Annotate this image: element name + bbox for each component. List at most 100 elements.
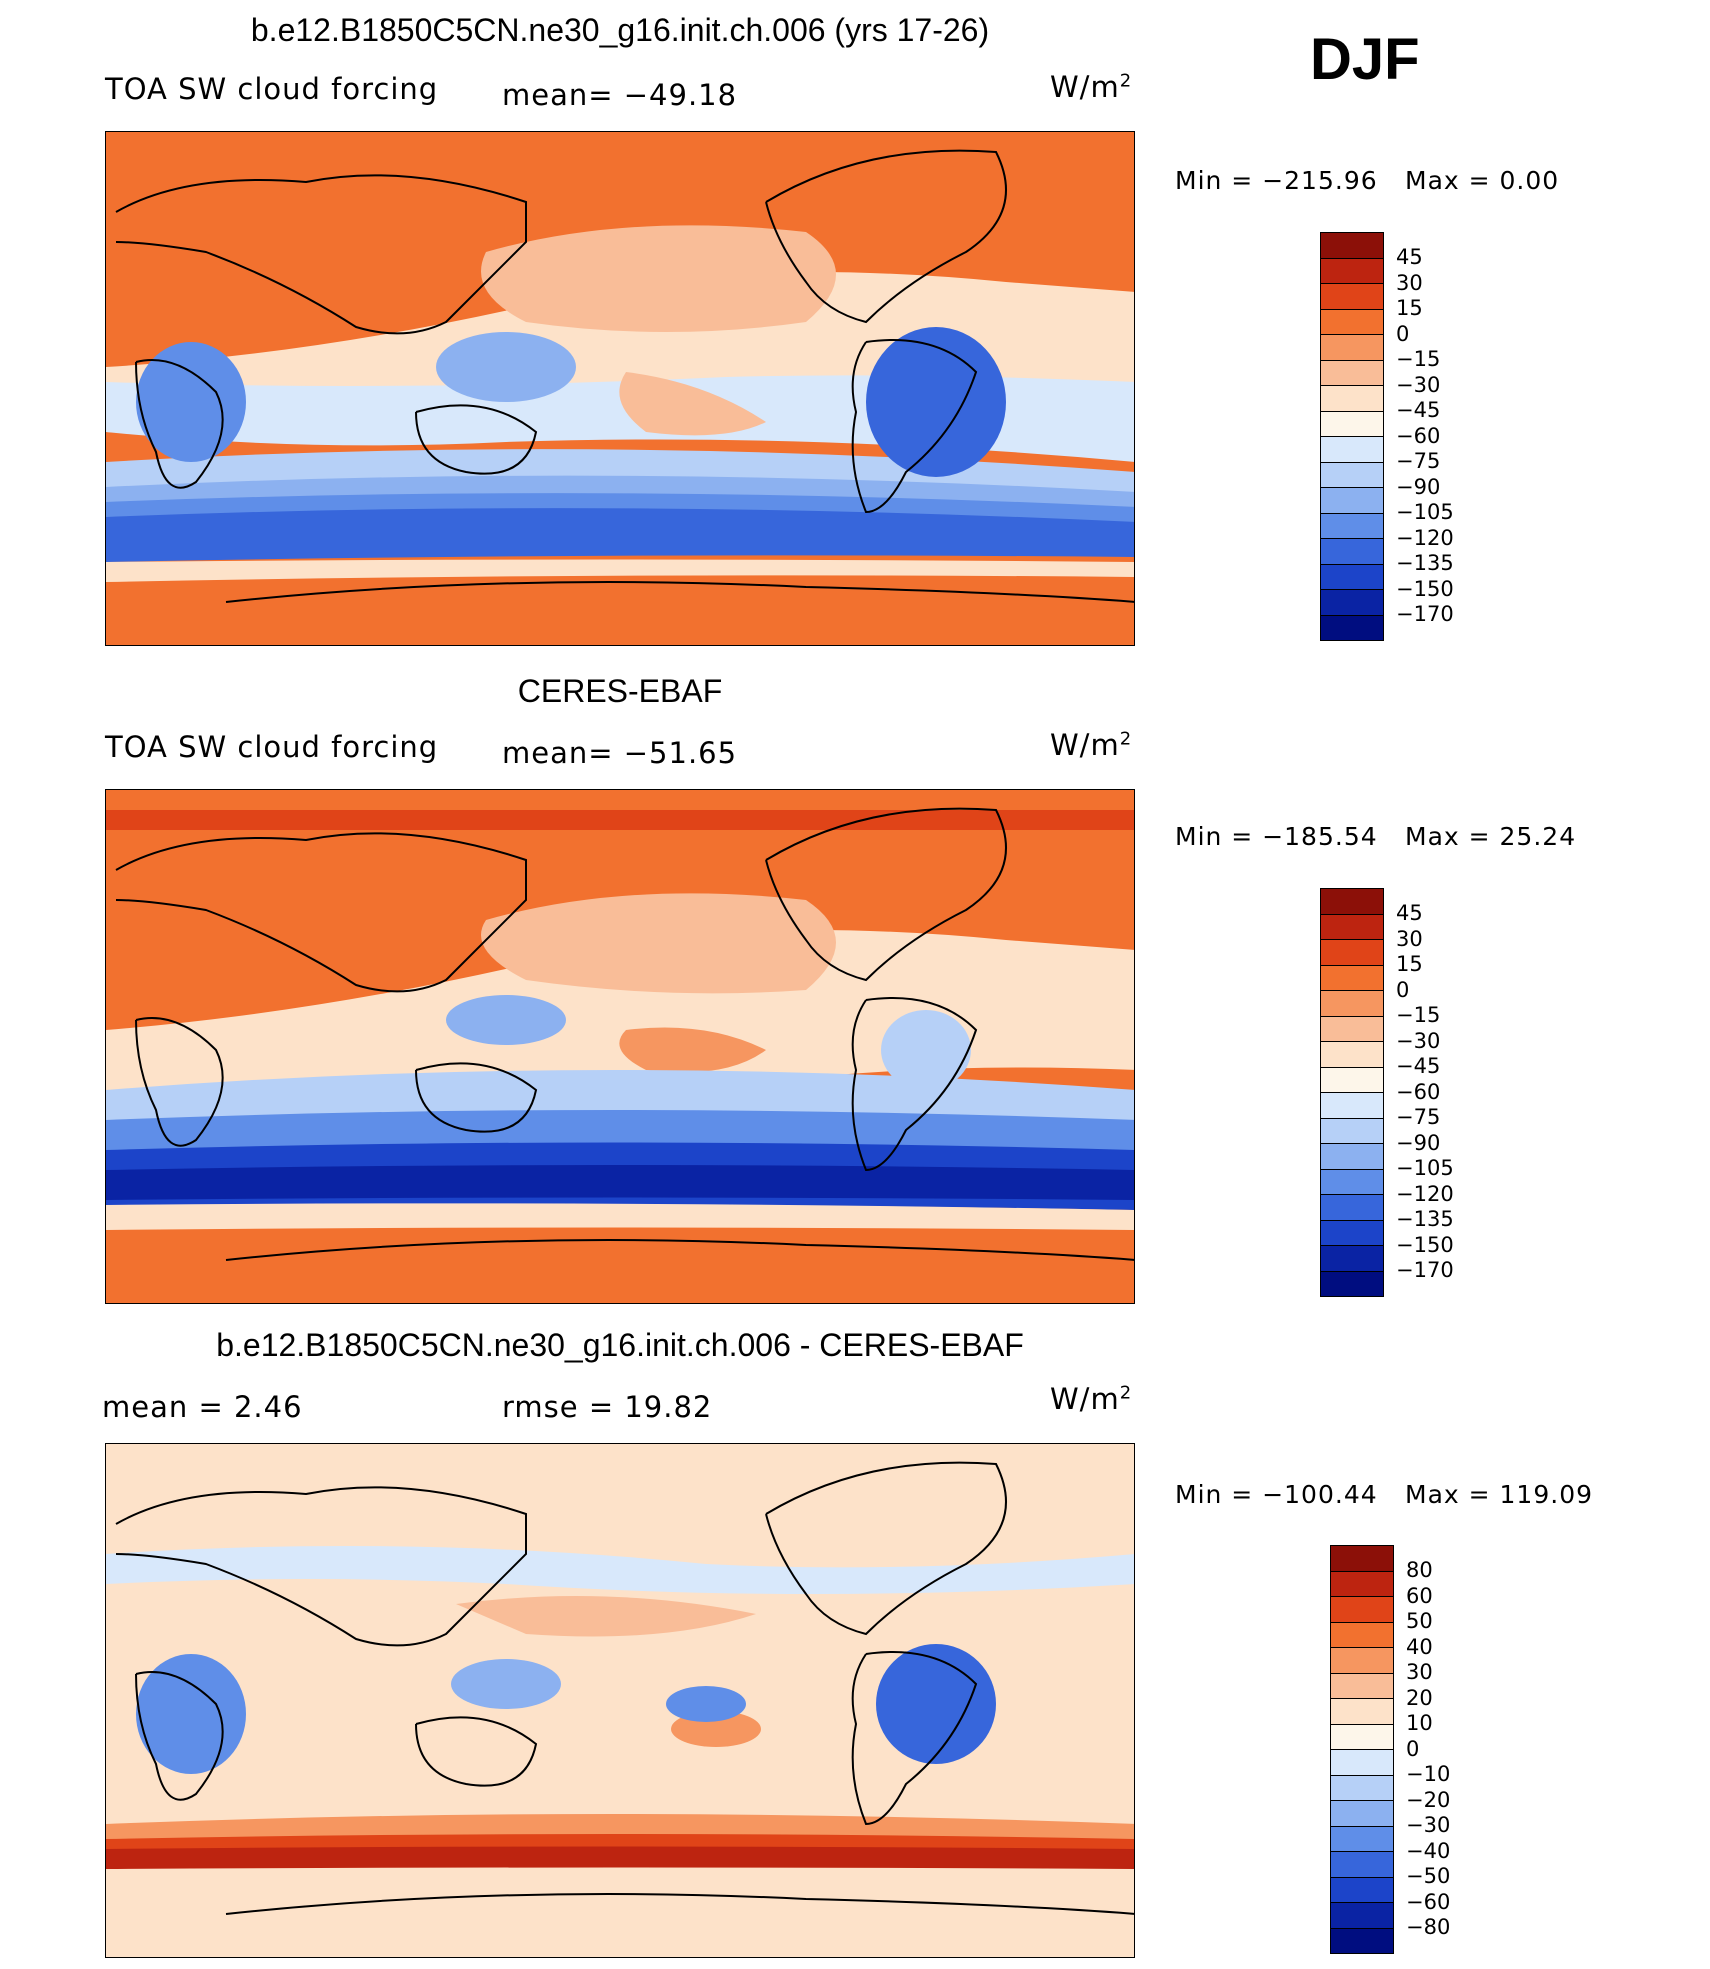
colorbar-swatch [1320,308,1384,335]
colorbar-swatch [1320,939,1384,965]
colorbar-swatch [1330,1647,1394,1673]
panel-3-unit-text: W/m [1050,1382,1120,1416]
colorbar-tick-label: −90 [1396,474,1441,499]
colorbar-swatch [1320,538,1384,564]
pacific-warm-patch [456,1596,756,1637]
colorbar-tick-label: −135 [1396,1207,1454,1231]
colorbar-tick-label: −170 [1396,602,1454,626]
panel-3-map-svg [106,1444,1134,1957]
maritime-continent-convection [446,995,566,1045]
colorbar-swatch [1320,1168,1384,1195]
colorbar-tick-label: −60 [1396,1079,1441,1104]
colorbar-tick-label: −75 [1396,449,1441,473]
south-america-convection [881,1010,971,1090]
colorbar-tick-label: 45 [1396,245,1423,269]
colorbar-tick-label: −120 [1396,1181,1454,1206]
panel-3-max-label: Max = 119.09 [1405,1480,1594,1509]
colorbar-swatch [1330,1927,1394,1954]
tropical-band [106,930,1134,1100]
colorbar-tick-label: 30 [1396,926,1423,951]
colorbar-swatch [1320,1015,1384,1042]
colorbar-swatch [1330,1902,1394,1928]
antarctic-edge [106,559,1134,582]
panel-1-min-label: Min = −215.96 [1175,166,1378,195]
colorbar-swatch [1330,1545,1394,1571]
colorbar-tick-label: 0 [1406,1736,1420,1761]
colorbar-tick-label: −10 [1406,1762,1451,1786]
colorbar-swatch [1320,589,1384,615]
colorbar-tick-label: −75 [1396,1105,1441,1129]
colorbar-swatch [1320,964,1384,991]
colorbar-tick-label: −15 [1396,347,1441,371]
colorbar-tick-label: 15 [1396,952,1423,976]
colorbar-swatch [1320,888,1384,914]
colorbar-tick-label: −120 [1396,525,1454,550]
colorbar-tick-label: −90 [1396,1130,1441,1155]
colorbar-tick-label: −20 [1406,1787,1451,1812]
colorbar-tick-label: 50 [1406,1609,1433,1633]
colorbar-tick-label: −150 [1396,576,1454,601]
colorbar-swatch [1330,1723,1394,1750]
colorbar-tick-label: −80 [1406,1915,1451,1939]
panel-1-map [105,131,1135,646]
southern-band-4 [106,508,1134,562]
colorbar-tick-label: −60 [1406,1889,1451,1914]
panel-3-map [105,1443,1135,1958]
colorbar-swatch [1320,436,1384,462]
panel-3-unit-sup: 2 [1119,1382,1133,1404]
colorbar-tick-label: 20 [1406,1685,1433,1710]
colorbar-swatch [1320,1194,1384,1220]
colorbar-tick-label: −150 [1396,1232,1454,1257]
colorbar-tick-label: 45 [1396,901,1423,925]
colorbar-tick-label: −105 [1396,1156,1454,1180]
colorbar-swatch [1320,1066,1384,1093]
colorbar-tick-label: 15 [1396,296,1423,320]
colorbar-tick-label: 80 [1406,1558,1433,1582]
colorbar-swatch [1330,1621,1394,1648]
equatorial-pacific-negative [666,1686,746,1722]
panel-1-mean-label: mean= −49.18 [502,78,738,112]
season-label: DJF [1310,27,1420,92]
colorbar-tick-label: 10 [1406,1711,1433,1735]
colorbar-swatch [1320,1270,1384,1297]
africa-negative [136,1654,246,1774]
panel-2-map-svg [106,790,1134,1303]
colorbar-swatch [1320,1143,1384,1169]
colorbar-swatch [1320,1041,1384,1067]
north-pacific-shade [481,893,836,994]
colorbar-swatch [1320,410,1384,437]
panel-3-unit: W/m2 [1050,1382,1132,1416]
colorbar-swatch [1320,563,1384,590]
southern-positive-band-3 [106,1846,1134,1869]
panel-2-map [105,789,1135,1304]
colorbar-tick-label: 40 [1406,1634,1433,1659]
colorbar-tick-label: −50 [1406,1864,1451,1888]
colorbar-swatch [1320,1092,1384,1118]
panel-2-min-label: Min = −185.54 [1175,822,1378,851]
south-america-negative [876,1644,996,1764]
colorbar-swatch [1330,1698,1394,1724]
panel-2-unit-sup: 2 [1119,728,1133,750]
colorbar-swatch [1330,1876,1394,1903]
panel-3-min-label: Min = −100.44 [1175,1480,1378,1509]
south-america-convection [866,327,1006,477]
colorbar-tick-label: 0 [1396,321,1410,346]
panel-3-title: b.e12.B1850C5CN.ne30_g16.init.ch.006 - C… [216,1327,1024,1363]
colorbar-tick-label: −170 [1396,1258,1454,1282]
panel-1-unit-text: W/m [1050,70,1120,104]
colorbar-swatch [1330,1596,1394,1622]
panel-2-mean-label: mean= −51.65 [502,736,738,770]
panel-1-left-label: TOA SW cloud forcing [105,72,439,106]
colorbar-swatch [1320,385,1384,411]
antarctic-edge [106,1203,1134,1230]
colorbar-tick-label: 0 [1396,977,1410,1002]
panel-2-unit: W/m2 [1050,728,1132,762]
colorbar-swatch [1320,1245,1384,1271]
panel-1-unit: W/m2 [1050,70,1132,104]
southern-band-4 [106,1165,1134,1200]
panel-2-max-label: Max = 25.24 [1405,822,1577,851]
colorbar-swatch [1320,283,1384,309]
colorbar-swatch [1330,1749,1394,1775]
north-pacific-shade [481,225,836,332]
maritime-continent-convection [436,332,576,402]
